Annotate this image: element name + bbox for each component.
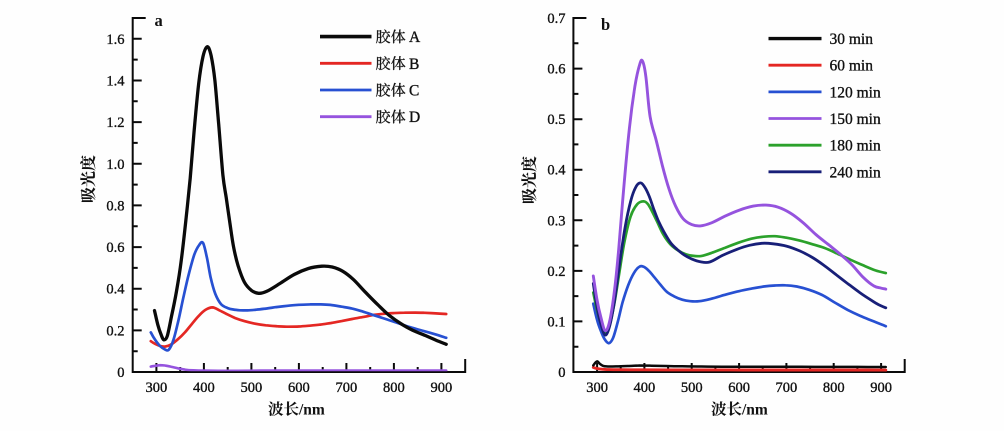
svg-text:900: 900 — [431, 380, 453, 396]
svg-text:1.6: 1.6 — [106, 32, 124, 48]
svg-text:D: D — [409, 109, 420, 126]
svg-text:400: 400 — [634, 380, 656, 396]
svg-text:60 min: 60 min — [830, 58, 874, 75]
svg-text:800: 800 — [383, 380, 405, 396]
svg-text:/nm: /nm — [741, 402, 768, 419]
svg-text:0.8: 0.8 — [106, 198, 124, 214]
svg-text:800: 800 — [823, 380, 845, 396]
svg-text:0.6: 0.6 — [106, 240, 124, 256]
svg-text:1.0: 1.0 — [106, 157, 124, 173]
svg-text:/nm: /nm — [298, 402, 325, 419]
svg-text:0: 0 — [558, 365, 565, 381]
svg-text:C: C — [409, 83, 419, 100]
svg-text:0.3: 0.3 — [547, 213, 565, 229]
svg-text:0.6: 0.6 — [547, 62, 565, 78]
svg-text:0.4: 0.4 — [547, 163, 566, 179]
svg-text:1.4: 1.4 — [106, 74, 125, 90]
svg-text:600: 600 — [728, 380, 750, 396]
svg-text:500: 500 — [241, 380, 263, 396]
svg-text:300: 300 — [146, 380, 168, 396]
svg-text:1.2: 1.2 — [106, 115, 124, 131]
svg-text:30 min: 30 min — [830, 31, 874, 48]
svg-text:0.1: 0.1 — [547, 314, 565, 330]
svg-text:400: 400 — [193, 380, 215, 396]
svg-text:120 min: 120 min — [830, 84, 881, 101]
svg-text:0.4: 0.4 — [106, 282, 125, 298]
svg-text:300: 300 — [586, 380, 608, 396]
svg-text:700: 700 — [776, 380, 798, 396]
svg-text:0.2: 0.2 — [547, 264, 565, 280]
svg-text:240 min: 240 min — [830, 164, 881, 181]
svg-text:0: 0 — [117, 365, 124, 381]
svg-text:500: 500 — [681, 380, 703, 396]
svg-text:0.2: 0.2 — [106, 323, 124, 339]
svg-text:700: 700 — [336, 380, 358, 396]
svg-text:180 min: 180 min — [830, 138, 881, 155]
svg-text:a: a — [155, 11, 163, 30]
svg-text:150 min: 150 min — [830, 111, 881, 128]
svg-text:900: 900 — [870, 380, 892, 396]
svg-text:0.7: 0.7 — [547, 11, 565, 27]
svg-text:600: 600 — [288, 380, 310, 396]
svg-text:0.5: 0.5 — [547, 112, 565, 128]
svg-text:B: B — [409, 56, 419, 73]
svg-text:A: A — [409, 29, 421, 46]
svg-text:b: b — [601, 15, 610, 34]
